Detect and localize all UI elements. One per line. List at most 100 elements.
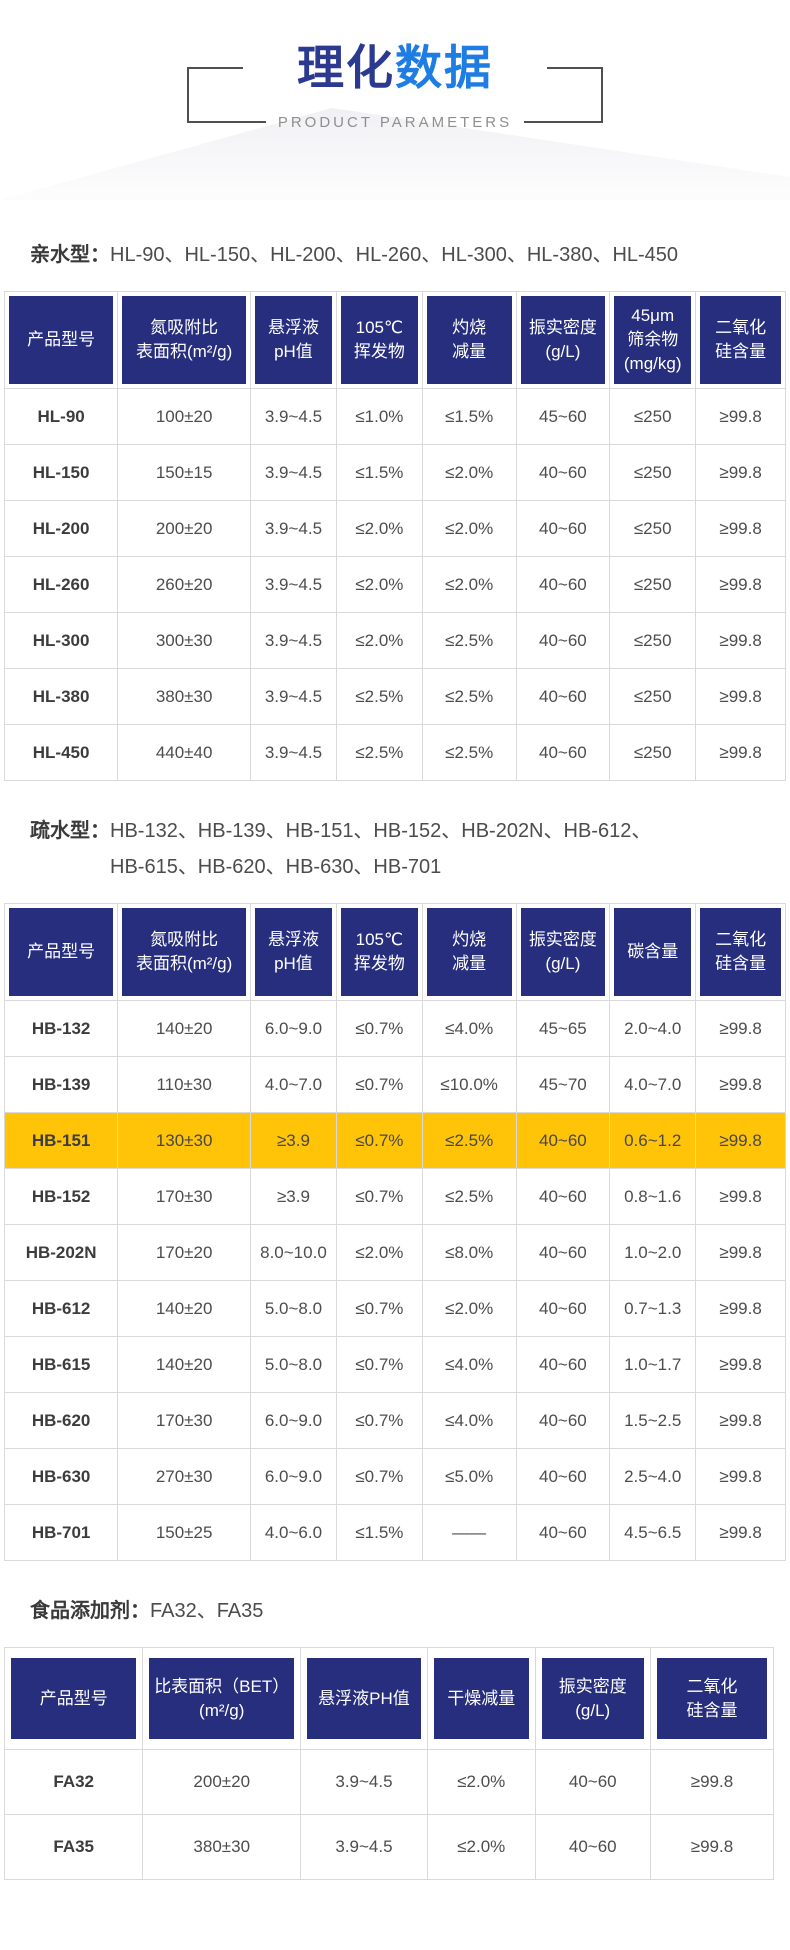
table-cell: 40~60 xyxy=(515,1280,611,1337)
table-cell: ≥99.8 xyxy=(649,1814,775,1880)
table-row: HL-150 150±15 3.9~4.5 ≤1.5% ≤2.0% 40~60 ≤250 ≥9… xyxy=(3,444,786,501)
section-title-food-additive: 食品添加剂： FA32、FA35 xyxy=(0,1593,790,1629)
table-cell: ≤0.7% xyxy=(335,1280,423,1337)
table-cell: ≤2.5% xyxy=(421,668,517,725)
column-header: 振实密度 (g/L) xyxy=(534,1647,651,1750)
table-cell: 3.9~4.5 xyxy=(250,500,337,557)
column-header: 氮吸附比 表面积(m²/g) xyxy=(117,903,251,1001)
table-row: HB-132 140±20 6.0~9.0 ≤0.7% ≤4.0% 45~65 2.0~4.… xyxy=(3,1000,786,1057)
table-cell: ≥99.8 xyxy=(695,724,786,781)
table-row: HB-202N 170±20 8.0~10.0 ≤2.0% ≤8.0% 40~60 1.0~… xyxy=(3,1224,786,1281)
table-cell: ≤2.0% xyxy=(335,612,423,669)
table-cell: 6.0~9.0 xyxy=(250,1448,337,1505)
cell-model: HB-701 xyxy=(3,1504,119,1561)
table-cell: ≤250 xyxy=(609,500,697,557)
table-row: HB-151 130±30 ≥3.9 ≤0.7% ≤2.5% 40~60 0.6~1.2 ≥9… xyxy=(3,1112,786,1169)
column-header: 悬浮液 pH值 xyxy=(250,291,337,389)
table-cell: ≥99.8 xyxy=(695,1112,786,1169)
table-cell: ≤8.0% xyxy=(421,1224,517,1281)
table-cell: ≤0.7% xyxy=(335,1000,423,1057)
column-header: 二氧化 硅含量 xyxy=(695,291,786,389)
table-cell: 4.0~7.0 xyxy=(250,1056,337,1113)
table-cell: ≤250 xyxy=(609,668,697,725)
table-row: HL-260 260±20 3.9~4.5 ≤2.0% ≤2.0% 40~60 ≤250 ≥9… xyxy=(3,556,786,613)
cell-model: HL-450 xyxy=(3,724,119,781)
cell-model: HB-132 xyxy=(3,1000,119,1057)
table-cell: ≥99.8 xyxy=(695,500,786,557)
table-cell: ≤1.5% xyxy=(335,1504,423,1561)
table-cell: ≤2.0% xyxy=(335,556,423,613)
page-subtitle: PRODUCT PARAMETERS xyxy=(187,112,603,132)
table-cell: 3.9~4.5 xyxy=(250,668,337,725)
column-header: 二氧化 硅含量 xyxy=(649,1647,775,1750)
table-cell: 1.0~2.0 xyxy=(609,1224,697,1281)
table-cell: ≤2.5% xyxy=(421,612,517,669)
table-cell: ≤250 xyxy=(609,612,697,669)
table-cell: 3.9~4.5 xyxy=(250,724,337,781)
table-cell: 5.0~8.0 xyxy=(250,1336,337,1393)
table-cell: ≤2.0% xyxy=(421,556,517,613)
table-cell: 140±20 xyxy=(117,1336,251,1393)
table-cell: 260±20 xyxy=(117,556,251,613)
table-cell: ≤250 xyxy=(609,444,697,501)
cell-model: HL-90 xyxy=(3,388,119,445)
column-header: 灼烧 减量 xyxy=(421,903,517,1001)
table-row: HB-701 150±25 4.0~6.0 ≤1.5% —— 40~60 4.5~6.5 ≥9… xyxy=(3,1504,786,1561)
column-header: 二氧化 硅含量 xyxy=(695,903,786,1001)
table-cell: 3.9~4.5 xyxy=(250,556,337,613)
cell-model: HB-152 xyxy=(3,1168,119,1225)
table-cell: 380±30 xyxy=(117,668,251,725)
table-cell: ≤0.7% xyxy=(335,1112,423,1169)
table-cell: 170±20 xyxy=(117,1224,251,1281)
table-cell: ≥3.9 xyxy=(250,1112,337,1169)
table-cell: 270±30 xyxy=(117,1448,251,1505)
table-cell: 40~60 xyxy=(534,1749,651,1815)
column-header: 氮吸附比 表面积(m²/g) xyxy=(117,291,251,389)
table-row: HB-630 270±30 6.0~9.0 ≤0.7% ≤5.0% 40~60 2.5~4.… xyxy=(3,1448,786,1505)
table-cell: 140±20 xyxy=(117,1280,251,1337)
section-hydrophobic: 疏水型： HB-132、HB-139、HB-151、HB-152、HB-202N、… xyxy=(0,813,790,1561)
column-header: 45μm 筛余物 (mg/kg) xyxy=(609,291,697,389)
table-cell: 110±30 xyxy=(117,1056,251,1113)
table-cell: 4.0~6.0 xyxy=(250,1504,337,1561)
table-cell: 40~60 xyxy=(515,1112,611,1169)
table-cell: ≤0.7% xyxy=(335,1056,423,1113)
table-cell: 130±30 xyxy=(117,1112,251,1169)
cell-model: HB-139 xyxy=(3,1056,119,1113)
table-cell: 3.9~4.5 xyxy=(300,1749,428,1815)
table-row: HL-200 200±20 3.9~4.5 ≤2.0% ≤2.0% 40~60 ≤250 ≥9… xyxy=(3,500,786,557)
table-cell: ≤250 xyxy=(609,388,697,445)
title-primary: 理化 xyxy=(297,41,395,94)
table-cell: ≥99.8 xyxy=(695,1504,786,1561)
frame-line-top-left xyxy=(187,67,243,69)
table-row: HL-90 100±20 3.9~4.5 ≤1.0% ≤1.5% 45~60 ≤250 ≥99… xyxy=(3,388,786,445)
section-label: 亲水型： xyxy=(30,244,110,266)
table-cell: 40~60 xyxy=(515,668,611,725)
table-cell: 0.6~1.2 xyxy=(609,1112,697,1169)
title-frame: 理化数据 PRODUCT PARAMETERS xyxy=(185,40,605,144)
table-cell: ≤2.0% xyxy=(421,500,517,557)
table-cell: ≤0.7% xyxy=(335,1336,423,1393)
table-cell: ≥99.8 xyxy=(695,556,786,613)
section-food-additive: 食品添加剂： FA32、FA35 产品型号 比表面积（BET） (m²/g) 悬浮液P… xyxy=(0,1593,790,1880)
food-additive-table: 产品型号 比表面积（BET） (m²/g) 悬浮液PH值 干燥减量 振实密度 (g/L)… xyxy=(3,1647,775,1880)
subtitle-line-right xyxy=(524,121,603,123)
table-cell: ≤2.0% xyxy=(421,1280,517,1337)
table-cell: 40~60 xyxy=(515,444,611,501)
table-cell: ≤2.0% xyxy=(426,1749,536,1815)
cell-model: HL-380 xyxy=(3,668,119,725)
table-row: HL-300 300±30 3.9~4.5 ≤2.0% ≤2.5% 40~60 ≤250 ≥9… xyxy=(3,612,786,669)
table-cell: 40~60 xyxy=(515,1448,611,1505)
table-cell: ≤1.5% xyxy=(421,388,517,445)
section-models: HL-90、HL-150、HL-200、HL-260、HL-300、HL-380… xyxy=(110,244,679,266)
table-cell: 40~60 xyxy=(515,1224,611,1281)
table-row: FA32 200±20 3.9~4.5 ≤2.0% 40~60 ≥99.8 xyxy=(3,1749,775,1815)
table-cell: ≤250 xyxy=(609,724,697,781)
table-cell: 40~60 xyxy=(534,1814,651,1880)
table-row: HB-612 140±20 5.0~8.0 ≤0.7% ≤2.0% 40~60 0.7~1.… xyxy=(3,1280,786,1337)
column-header: 产品型号 xyxy=(3,1647,144,1750)
table-cell: 2.0~4.0 xyxy=(609,1000,697,1057)
table-cell: 0.7~1.3 xyxy=(609,1280,697,1337)
table-cell: ≤2.5% xyxy=(421,1168,517,1225)
table-cell: ≥3.9 xyxy=(250,1168,337,1225)
